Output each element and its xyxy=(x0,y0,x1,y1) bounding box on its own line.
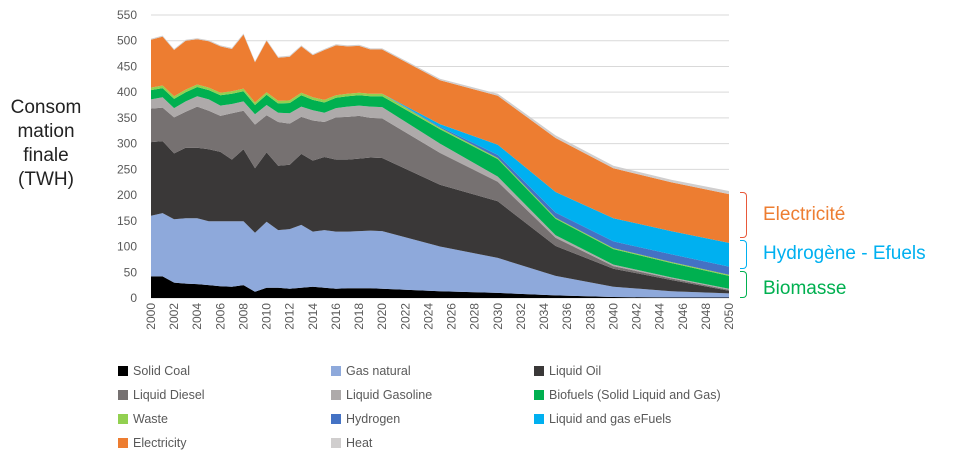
y-axis-label-line: (TWH) xyxy=(18,169,74,190)
legend-label: Waste xyxy=(133,412,168,426)
legend-swatch xyxy=(534,366,544,376)
legend-label: Liquid Oil xyxy=(549,364,602,378)
area-liquid-and-gas-efuels xyxy=(151,84,729,267)
y-tick-label: 0 xyxy=(130,291,137,305)
y-axis-label-line: Consom xyxy=(10,97,82,118)
legend-item: Hydrogen xyxy=(331,412,400,426)
legend-label: Heat xyxy=(346,436,373,450)
x-tick-label: 2046 xyxy=(676,303,690,330)
x-tick-label: 2032 xyxy=(514,303,528,330)
x-tick-label: 2000 xyxy=(144,303,158,330)
area-solid-coal xyxy=(151,276,729,298)
area-liquid-diesel xyxy=(151,106,729,291)
legend-item: Liquid Diesel xyxy=(118,388,205,402)
x-tick-label: 2016 xyxy=(329,303,343,330)
legend-swatch xyxy=(118,414,128,424)
x-tick-label: 2028 xyxy=(468,303,482,330)
legend-item: Electricity xyxy=(118,436,186,450)
annotation-biomasse: Biomasse xyxy=(763,278,847,299)
biomasse-brace xyxy=(740,271,747,298)
y-tick-label: 50 xyxy=(124,265,138,279)
legend-item: Biofuels (Solid Liquid and Gas) xyxy=(534,388,721,402)
x-tick-label: 2044 xyxy=(653,303,667,330)
legend-label: Liquid Gasoline xyxy=(346,388,433,402)
y-tick-labels: 0 50 100 150 200 250 300 350 400 450 500 550 xyxy=(117,8,137,305)
x-tick-label: 2030 xyxy=(491,303,505,330)
legend-item: Heat xyxy=(331,436,372,450)
area-gas-natural xyxy=(151,213,729,298)
y-tick-label: 250 xyxy=(117,162,137,176)
annotation-hydrogene-efuels: Hydrogène - Efuels xyxy=(763,243,926,264)
legend-label: Gas natural xyxy=(346,364,411,378)
legend-label: Biofuels (Solid Liquid and Gas) xyxy=(549,388,721,402)
x-tick-label: 2036 xyxy=(560,303,574,330)
y-tick-label: 550 xyxy=(117,8,137,22)
x-tick-label: 2008 xyxy=(236,303,250,330)
area-electricity xyxy=(151,34,729,243)
x-tick-label: 2048 xyxy=(699,303,713,330)
legend-item: Liquid Oil xyxy=(534,364,601,378)
x-tick-label: 2006 xyxy=(213,303,227,330)
y-tick-label: 300 xyxy=(117,137,137,151)
y-tick-label: 400 xyxy=(117,85,137,99)
legend-swatch xyxy=(331,366,341,376)
x-tick-label: 2042 xyxy=(630,303,644,330)
x-tick-label: 2012 xyxy=(283,303,297,330)
area-biofuels-solid-liquid-and-gas xyxy=(151,87,729,289)
legend-item: Liquid Gasoline xyxy=(331,388,432,402)
legend-swatch xyxy=(118,438,128,448)
legend-label: Liquid Diesel xyxy=(133,388,205,402)
legend-swatch xyxy=(331,414,341,424)
hydrogen-efuels-brace xyxy=(740,240,747,269)
y-axis-label: Consom mation finale (TWH) xyxy=(0,96,92,192)
legend-item: Liquid and gas eFuels xyxy=(534,412,671,426)
legend-item: Solid Coal xyxy=(118,364,190,378)
electricity-brace xyxy=(740,192,747,238)
x-tick-label: 2018 xyxy=(352,303,366,330)
legend-label: Solid Coal xyxy=(133,364,190,378)
area-series xyxy=(151,33,729,298)
legend-item: Gas natural xyxy=(331,364,411,378)
legend-swatch xyxy=(118,390,128,400)
y-tick-label: 450 xyxy=(117,59,137,73)
x-tick-label: 2002 xyxy=(167,303,181,330)
x-tick-label: 2004 xyxy=(190,303,204,330)
y-axis-label-line: mation xyxy=(17,121,75,142)
legend-swatch xyxy=(331,438,341,448)
y-tick-label: 350 xyxy=(117,111,137,125)
legend-swatch xyxy=(534,414,544,424)
x-tick-label: 2026 xyxy=(445,303,459,330)
area-liquid-oil xyxy=(151,141,729,294)
legend-swatch xyxy=(331,390,341,400)
legend-label: Hydrogen xyxy=(346,412,401,426)
y-tick-label: 200 xyxy=(117,188,137,202)
x-tick-labels: 2000 2002 2004 2006 2008 2010 2012 2014 2016 2018… xyxy=(144,303,736,330)
y-tick-label: 500 xyxy=(117,34,137,48)
x-tick-label: 2038 xyxy=(583,303,597,330)
x-tick-label: 2040 xyxy=(606,303,620,330)
y-axis-label-line: finale xyxy=(23,145,69,166)
legend-item: Waste xyxy=(118,412,168,426)
x-tick-label: 2020 xyxy=(375,303,389,330)
area-hydrogen xyxy=(151,84,729,275)
x-tick-label: 2050 xyxy=(722,303,736,330)
x-tick-label: 2010 xyxy=(260,303,274,330)
legend-label: Electricity xyxy=(133,436,187,450)
x-tick-label: 2034 xyxy=(537,303,551,330)
legend-label: Liquid and gas eFuels xyxy=(549,412,672,426)
x-tick-label: 2022 xyxy=(398,303,412,330)
legend-swatch xyxy=(118,366,128,376)
annotation-electricite: Electricité xyxy=(763,204,846,225)
y-tick-label: 150 xyxy=(117,214,137,228)
y-tick-label: 100 xyxy=(117,240,137,254)
x-tick-label: 2024 xyxy=(421,303,435,330)
x-tick-label: 2014 xyxy=(306,303,320,330)
legend-swatch xyxy=(534,390,544,400)
